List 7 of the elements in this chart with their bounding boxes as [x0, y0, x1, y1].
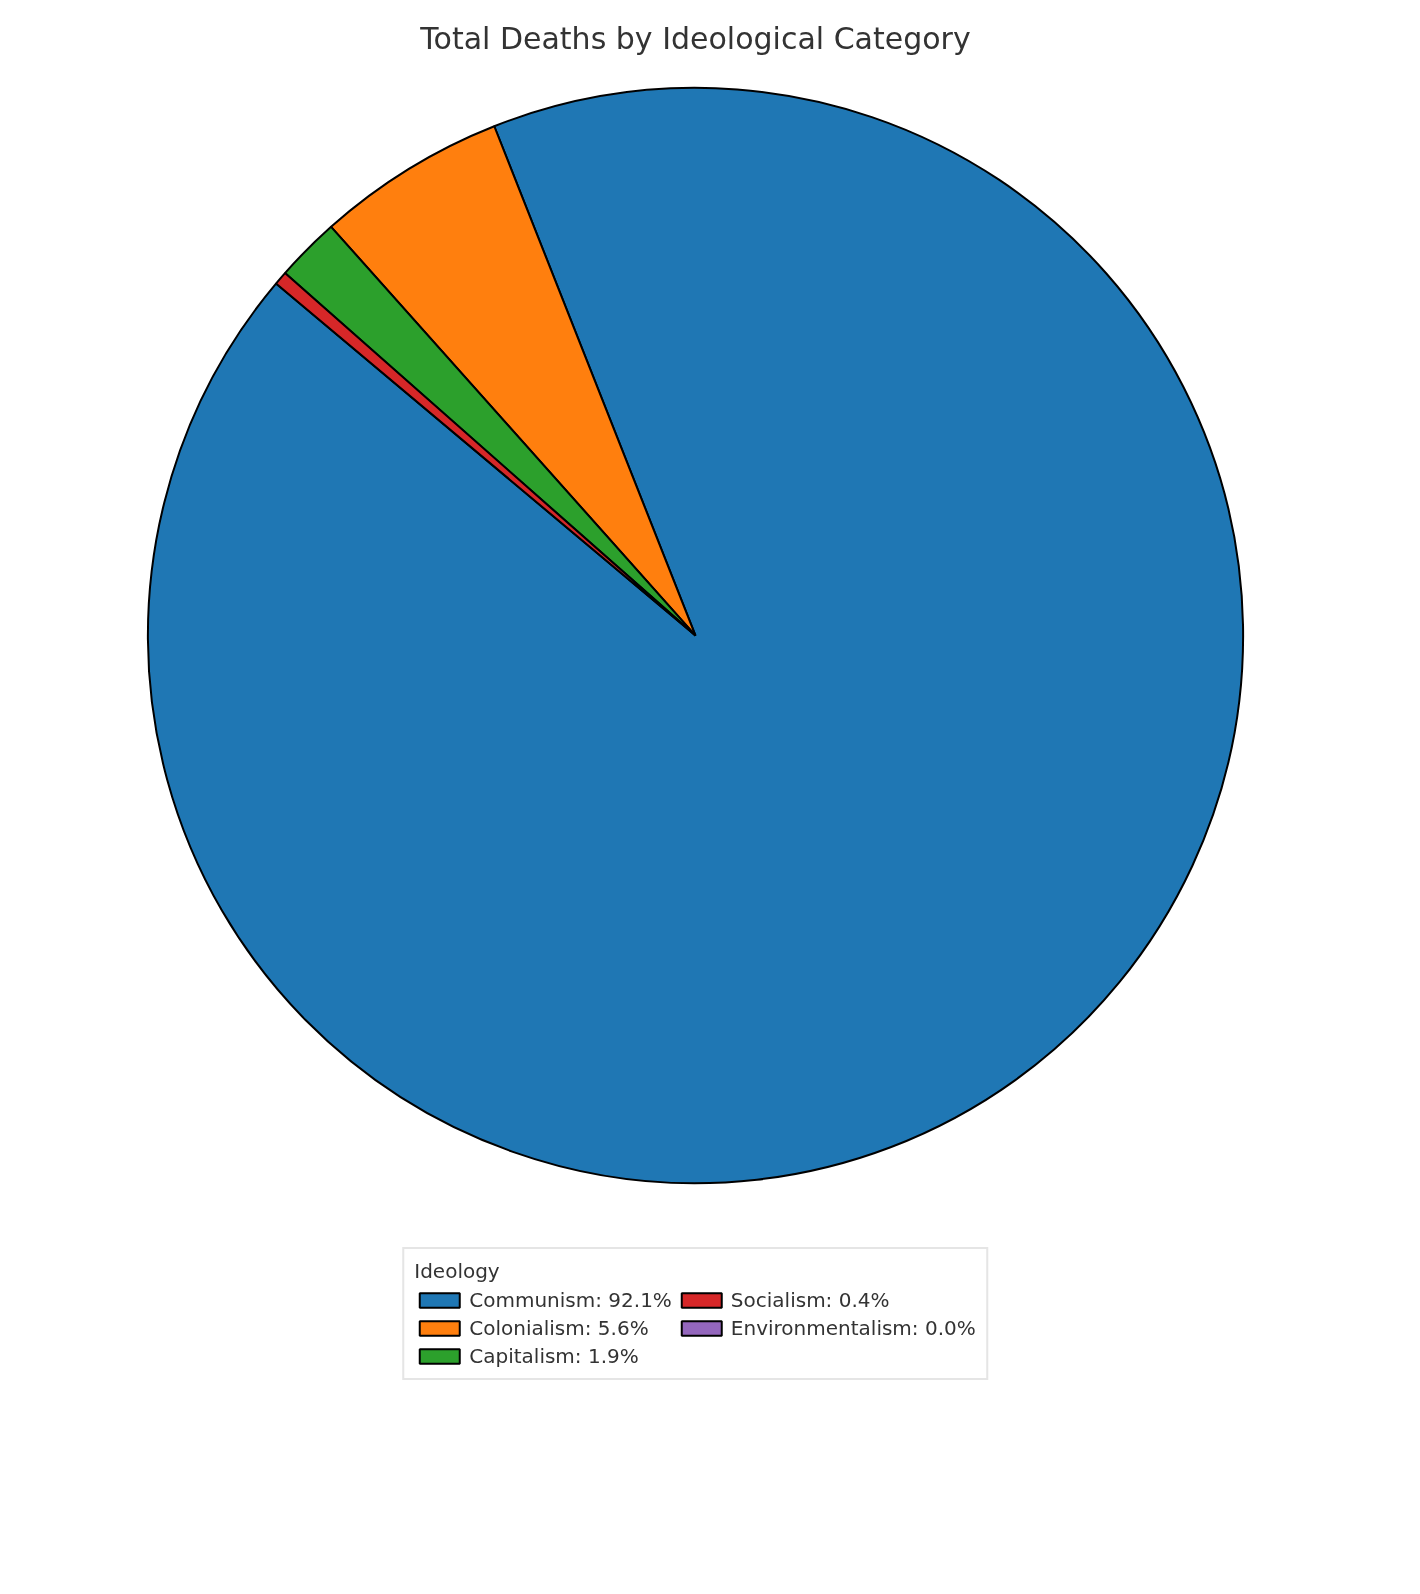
legend-label: Environmentalism: 0.0%: [730, 1316, 976, 1340]
chart-title: Total Deaths by Ideological Category: [419, 20, 971, 56]
legend-label: Capitalism: 1.9%: [469, 1344, 639, 1368]
legend-label: Socialism: 0.4%: [730, 1288, 890, 1312]
legend-label: Colonialism: 5.6%: [469, 1316, 649, 1340]
legend-label: Communism: 92.1%: [469, 1288, 672, 1312]
legend-title: Ideology: [414, 1259, 501, 1283]
